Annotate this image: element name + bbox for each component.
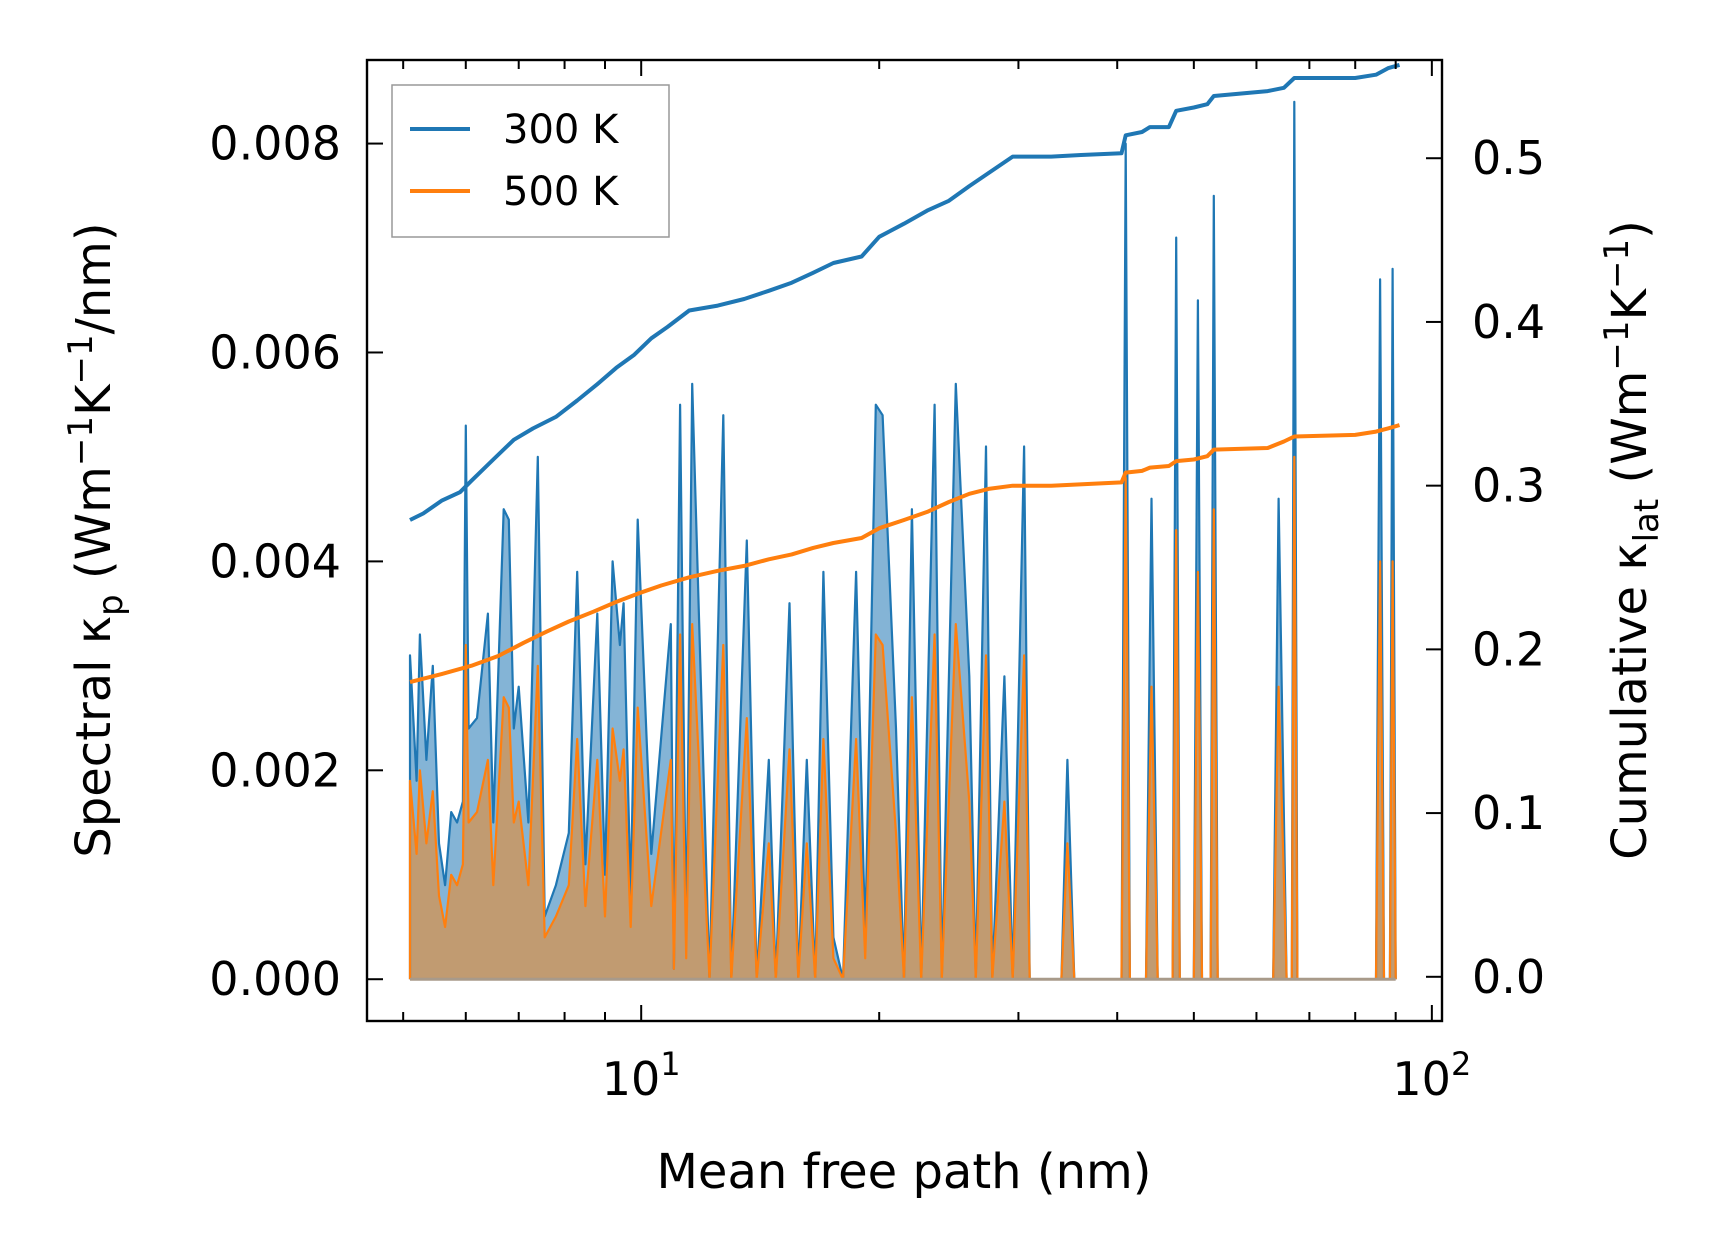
- legend-label-300k: 300 K: [503, 107, 620, 153]
- plot-frame: [365, 58, 1444, 1023]
- spectral-lines: [408, 100, 1397, 981]
- right-y-axis: 0.0 0.1 0.2 0.3 0.4 0.5: [1426, 131, 1545, 1004]
- x-axis: 101 102: [402, 60, 1471, 1106]
- cumulative-lines: [409, 62, 1401, 685]
- right-y-tick-label: 0.2: [1472, 622, 1545, 676]
- right-y-tick-label: 0.0: [1472, 950, 1545, 1004]
- right-y-tick-label: 0.5: [1472, 131, 1545, 185]
- left-y-tick-label: 0.008: [209, 117, 341, 171]
- right-y-tick-label: 0.4: [1472, 295, 1545, 349]
- left-y-axis: 0.000 0.002 0.004 0.006 0.008: [209, 117, 383, 1006]
- x-tick-label: 102: [1392, 1045, 1471, 1106]
- left-y-tick-label: 0.004: [209, 534, 341, 588]
- x-tick-label: 101: [602, 1045, 681, 1106]
- legend-label-500k: 500 K: [503, 169, 620, 215]
- legend: 300 K 500 K: [391, 84, 670, 238]
- right-y-tick-label: 0.3: [1472, 459, 1545, 513]
- legend-box: [391, 84, 670, 238]
- cumulative-500k-line: [409, 423, 1401, 685]
- right-y-tick-label: 0.1: [1472, 786, 1545, 840]
- left-y-tick-label: 0.002: [209, 743, 341, 797]
- x-axis-label: Mean free path (nm): [657, 1144, 1152, 1200]
- right-y-axis-label: Cumulative κlat (Wm−1K−1): [1597, 220, 1667, 860]
- left-y-tick-label: 0.006: [209, 325, 341, 379]
- left-y-tick-label: 0.000: [209, 952, 341, 1006]
- cumulative-300k-line: [409, 62, 1401, 522]
- left-y-axis-label: Spectral κp (Wm−1K−1/nm): [61, 222, 131, 857]
